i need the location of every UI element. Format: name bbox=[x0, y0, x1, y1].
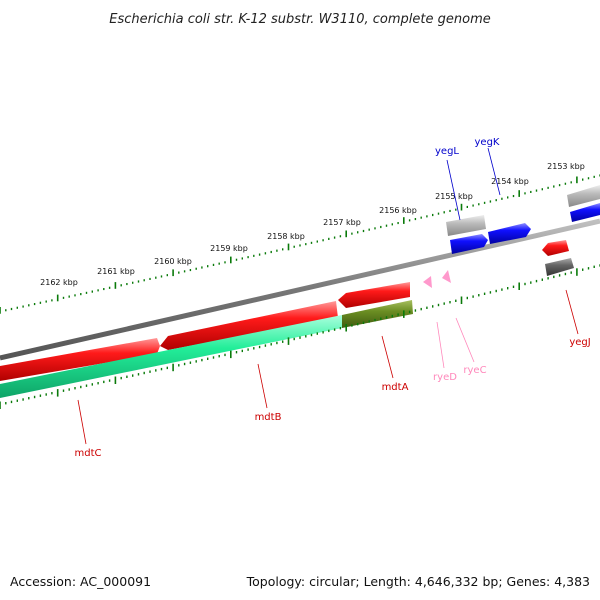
accession-text: Accession: AC_000091 bbox=[10, 574, 151, 589]
upper-scale-ruler bbox=[0, 174, 600, 314]
leader-ryeD bbox=[436, 321, 445, 369]
gene-label-ryeC[interactable]: ryeC bbox=[463, 365, 486, 376]
scale-label: 2153 kbp bbox=[547, 162, 585, 171]
gene-blue-far[interactable] bbox=[570, 203, 600, 222]
gene-label-yegL[interactable]: yegL bbox=[435, 146, 459, 157]
leader-yegL bbox=[446, 159, 461, 221]
gene-label-mdtB[interactable]: mdtB bbox=[255, 412, 282, 423]
transcript-green[interactable] bbox=[0, 315, 342, 398]
scale-label: 2158 kbp bbox=[267, 232, 305, 241]
transcript-band bbox=[0, 300, 413, 398]
gene-mdtA-bar[interactable] bbox=[338, 282, 410, 308]
gene-yegL-arrow[interactable] bbox=[450, 234, 488, 254]
scale-label: 2156 kbp bbox=[379, 206, 417, 215]
rna-ryeD-marker[interactable] bbox=[423, 276, 432, 288]
leader-mdtA bbox=[381, 335, 394, 379]
scale-label: 2162 kbp bbox=[40, 278, 78, 287]
gene-yegJ-arrow[interactable] bbox=[542, 240, 569, 256]
scale-label: 2159 kbp bbox=[210, 244, 248, 253]
leader-mdtB bbox=[257, 363, 268, 409]
scale-label: 2155 kbp bbox=[435, 192, 473, 201]
genome-summary-text: Topology: circular; Length: 4,646,332 bp… bbox=[246, 574, 590, 589]
gene-mdtC-bar[interactable] bbox=[0, 338, 160, 381]
genome-title: Escherichia coli str. K-12 substr. W3110… bbox=[109, 12, 490, 27]
scale-label: 2161 kbp bbox=[97, 267, 135, 276]
gene-label-yegK[interactable]: yegK bbox=[475, 137, 500, 148]
leader-yegK bbox=[487, 147, 501, 196]
gene-yegK-arrow[interactable] bbox=[488, 223, 531, 244]
scale-label: 2157 kbp bbox=[323, 218, 361, 227]
transcript-olive[interactable] bbox=[342, 300, 413, 328]
scale-label: 2154 kbp bbox=[491, 177, 529, 186]
leader-ryeC bbox=[455, 317, 475, 363]
scale-labels: 2162 kbp 2161 kbp 2160 kbp 2159 kbp 2158… bbox=[40, 162, 585, 287]
chromosome-backbone bbox=[0, 218, 600, 361]
gene-label-yegJ[interactable]: yegJ bbox=[569, 337, 590, 348]
rna-ryeC-marker[interactable] bbox=[442, 270, 451, 283]
gene-label-mdtC[interactable]: mdtC bbox=[75, 448, 102, 459]
scale-label: 2160 kbp bbox=[154, 257, 192, 266]
gene-grey-far[interactable] bbox=[567, 185, 600, 207]
label-leaders bbox=[77, 147, 579, 445]
forward-strand-genes bbox=[0, 282, 410, 381]
gene-dark[interactable] bbox=[545, 258, 574, 276]
gene-grey-upper[interactable] bbox=[446, 215, 486, 236]
gene-mdtB-bar[interactable] bbox=[160, 301, 338, 350]
gene-label-ryeD[interactable]: ryeD bbox=[433, 372, 457, 383]
gene-labels: yegL yegK mdtC mdtB mdtA ryeD ryeC yegJ bbox=[75, 137, 591, 459]
gene-label-mdtA[interactable]: mdtA bbox=[382, 382, 409, 393]
lower-scale-ruler bbox=[0, 264, 600, 409]
leader-yegJ bbox=[565, 289, 579, 335]
leader-mdtC bbox=[77, 399, 87, 445]
right-side-genes bbox=[423, 185, 600, 288]
